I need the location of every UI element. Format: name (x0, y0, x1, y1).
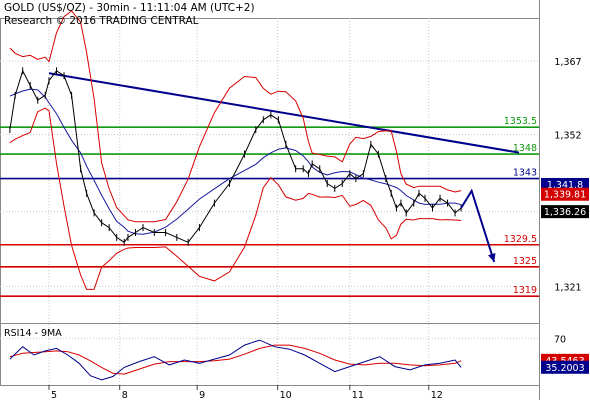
x-tick-label-9: 9 (199, 390, 205, 400)
x-tick-label-5: 5 (51, 390, 57, 400)
price-box-label-2: 1,336.26 (544, 207, 586, 218)
rsi-box-label-1: 35.2003 (545, 363, 584, 374)
y-tick-label-1,367: 1,367 (554, 57, 581, 68)
y-tick-label-1,352: 1,352 (554, 131, 581, 142)
price-box-label-1: 1,339.81 (544, 190, 586, 201)
level-label-1353.5: 1353.5 (504, 116, 537, 127)
rsi-panel-frame (0, 323, 540, 386)
rsi-box-1 (541, 360, 589, 374)
chart-title: GOLD (US$/OZ) - 30min - 11:11:04 AM (UTC… (4, 2, 255, 14)
price-line (9, 69, 462, 243)
forecast-arrow-head (488, 252, 496, 262)
x-tick-label-11: 11 (352, 390, 364, 400)
price-boxes: 1,341.81,339.811,336.2643.546335.2003 (541, 177, 589, 374)
price-box-label-0: 1,341.8 (547, 180, 583, 191)
rsi-panel: RSI14 - 9MA 70 (4, 328, 566, 381)
bollinger-upper (9, 10, 462, 223)
x-axis: 5 8 9 10 11 12 (48, 385, 443, 401)
rsi-ma-line (9, 344, 462, 375)
rsi-tick-70: 70 (554, 334, 566, 345)
forecast-arrow-shaft (460, 188, 496, 263)
level-label-1325: 1325 (513, 256, 537, 267)
rsi-line (9, 339, 462, 381)
price-box-2 (541, 205, 589, 219)
grid (0, 18, 539, 385)
y-axis: 1,367 1,352 1,321 (554, 57, 581, 293)
rsi-panel-label: RSI14 - 9MA (4, 328, 62, 339)
bollinger-lower (9, 107, 462, 290)
price-box-1 (541, 187, 589, 201)
level-label-1343: 1343 (513, 168, 537, 179)
chart-copyright: Research © 2016 TRADING CENTRAL (4, 15, 199, 27)
x-tick-label-8: 8 (122, 390, 128, 400)
trendline (48, 72, 520, 154)
level-label-1329.5: 1329.5 (504, 234, 537, 245)
moving-average (9, 88, 462, 235)
bollinger-bands (9, 10, 462, 290)
trendline-layer (48, 72, 520, 154)
x-tick-label-12: 12 (431, 390, 443, 400)
level-label-1348: 1348 (513, 143, 537, 154)
x-tick-label-10: 10 (280, 390, 292, 400)
y-tick-label-1,321: 1,321 (554, 282, 581, 293)
level-label-1319: 1319 (513, 285, 537, 296)
moving-average-line (9, 88, 462, 235)
forecast-arrow-layer (460, 188, 496, 263)
price-box-0 (541, 177, 589, 191)
price-series (9, 67, 462, 246)
